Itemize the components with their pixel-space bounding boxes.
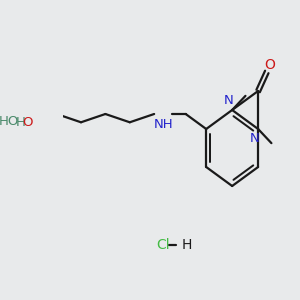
Text: H: H [182, 238, 192, 252]
Text: NH: NH [154, 118, 173, 130]
Text: N: N [224, 94, 234, 107]
Text: Cl: Cl [156, 238, 170, 252]
Text: O: O [265, 58, 275, 72]
Text: HO: HO [0, 115, 20, 128]
Text: H: H [16, 116, 26, 129]
Text: O: O [22, 116, 33, 129]
Text: N: N [250, 131, 260, 145]
